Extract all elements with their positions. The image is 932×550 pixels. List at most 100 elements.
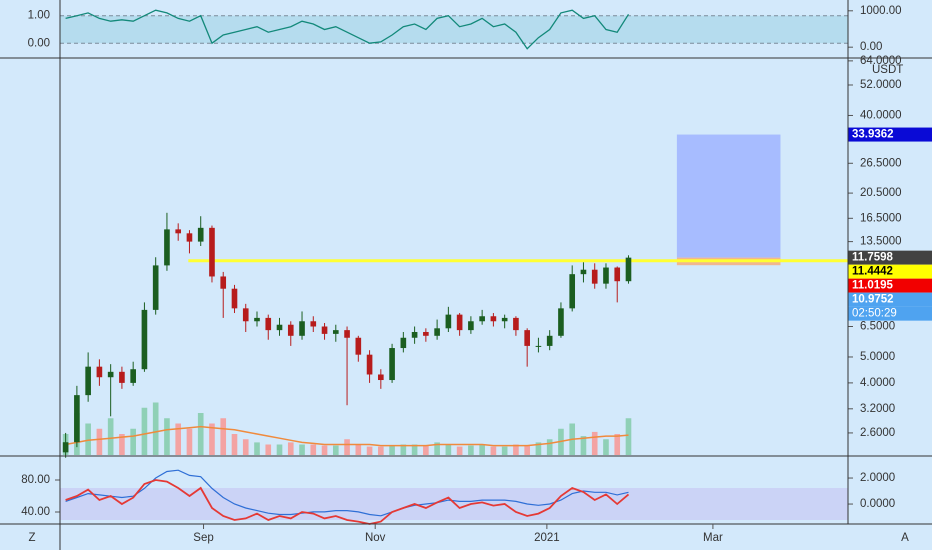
candle-body (287, 324, 294, 336)
candle-body (400, 337, 407, 349)
y-tick-label: 3.2000 (860, 403, 895, 415)
candle-body (580, 269, 587, 275)
candle-body (186, 233, 193, 242)
candle-body (468, 321, 474, 331)
candle-body (141, 309, 148, 370)
volume-bar (378, 446, 384, 455)
price-label-box (848, 264, 932, 279)
y-tick-label: 0.00 (28, 37, 50, 49)
volume-bar (445, 444, 452, 455)
volume-bar (501, 446, 508, 455)
volume-bar (344, 439, 350, 455)
y-tick-label: 4.0000 (860, 377, 895, 389)
volume-bar (332, 445, 339, 455)
candle-body (62, 442, 69, 453)
candle-body (524, 330, 530, 346)
candle-body (164, 229, 170, 266)
volume-bar (580, 436, 587, 455)
volume-bar (400, 444, 407, 455)
volume-bar (186, 428, 193, 455)
price-label: 11.4442 (852, 266, 893, 278)
x-tick-label: Nov (365, 532, 386, 544)
y-tick-label: 13.5000 (860, 236, 902, 248)
volume-bar (614, 434, 621, 455)
candle-body (220, 276, 227, 289)
candle-body (614, 267, 621, 282)
price-label: 11.7598 (852, 252, 894, 264)
candle-body (456, 314, 463, 331)
y-tick-label: 40.0000 (860, 109, 902, 121)
candle-body (130, 369, 136, 383)
candle-body (411, 331, 418, 338)
volume-bar (355, 444, 362, 455)
candle-body (546, 335, 553, 346)
volume-bar (456, 446, 463, 455)
candle-body (558, 308, 564, 336)
candle-body (603, 267, 609, 284)
candle-body (152, 265, 159, 310)
candle-body (423, 331, 429, 336)
candle-body (501, 317, 508, 322)
candle-body (276, 324, 283, 331)
volume-bar (434, 442, 440, 455)
y-tick-label: 20.5000 (860, 187, 902, 199)
y-tick-label: 6.5000 (860, 321, 895, 333)
volume-bar (490, 446, 497, 455)
x-tick-label: Mar (703, 532, 723, 544)
volume-bar (389, 445, 395, 455)
candle-body (231, 288, 238, 309)
price-label: 11.0195 (852, 280, 894, 292)
countdown-box (848, 306, 932, 321)
volume-bar (209, 423, 215, 455)
price-label-box (848, 278, 932, 293)
price-label: 33.9362 (852, 129, 894, 141)
candle-body (591, 269, 598, 284)
volume-bar (321, 445, 328, 455)
volume-bar (130, 428, 136, 455)
candle-body (209, 227, 215, 277)
candle-body (265, 317, 272, 331)
volume-bar (96, 428, 103, 455)
candle-body (366, 354, 373, 375)
price-label: 10.9752 (852, 294, 894, 306)
timezone-button[interactable]: Z (28, 532, 35, 544)
volume-bar (141, 407, 148, 455)
candle-body (242, 308, 249, 322)
volume-bar (513, 444, 519, 455)
position-profit (676, 134, 781, 258)
candle-body (197, 227, 204, 242)
y-tick-label: 2.6000 (860, 427, 895, 439)
y-tick-label: 52.0000 (860, 79, 902, 91)
axis-unit: USDT (872, 64, 903, 76)
price-label-box (848, 250, 932, 265)
volume-bar (411, 444, 418, 455)
y-tick-label: 40.00 (21, 506, 50, 518)
volume-bar (231, 434, 238, 455)
volume-bar (299, 444, 305, 455)
candle-body (119, 371, 125, 383)
y-tick-label: 16.5000 (860, 212, 902, 224)
candle-body (535, 345, 542, 347)
y-tick-label: 80.00 (21, 474, 50, 486)
candle-body (254, 317, 260, 322)
price-label-box (848, 292, 932, 307)
y2-tick-label: 2.0000 (860, 472, 895, 484)
candle-body (321, 326, 328, 334)
candle-body (434, 328, 440, 336)
y2-tick-label: 1000.00 (860, 5, 902, 17)
candle-body (85, 366, 91, 396)
volume-bar (423, 445, 429, 455)
oscillator-line (65, 9, 630, 50)
candle-body (569, 274, 576, 309)
volume-bar (197, 413, 204, 455)
volume-bar (535, 442, 542, 455)
candle-body (355, 337, 362, 355)
volume-bar (546, 439, 553, 455)
volume-ma (65, 425, 629, 447)
candle-body (378, 374, 384, 381)
volume-bar (85, 423, 91, 455)
volume-bar (220, 418, 227, 455)
x-tick-label: 2021 (534, 532, 560, 544)
y2-tick-label: 0.0000 (860, 498, 895, 510)
auto-scale-button[interactable]: A (901, 532, 909, 544)
